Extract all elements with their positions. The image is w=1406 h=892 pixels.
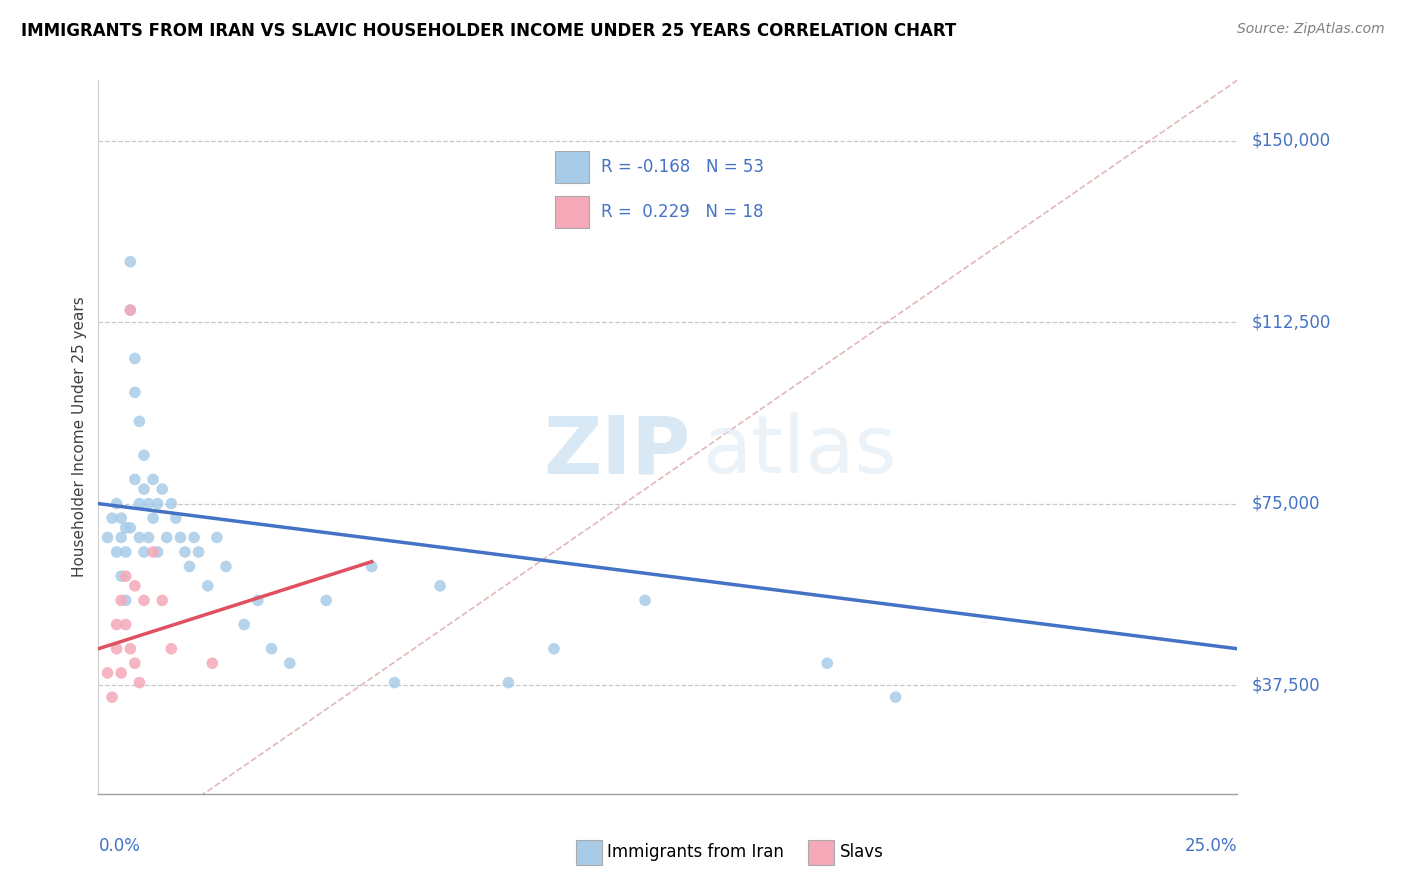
Text: Immigrants from Iran: Immigrants from Iran: [607, 843, 785, 861]
Point: [146, 545, 169, 559]
Point: [160, 641, 183, 656]
Point: [246, 593, 269, 607]
FancyBboxPatch shape: [555, 196, 589, 228]
Point: [233, 617, 256, 632]
Point: [150, 593, 173, 607]
FancyBboxPatch shape: [555, 151, 589, 183]
Point: [128, 675, 150, 690]
Text: $75,000: $75,000: [1251, 494, 1320, 513]
Point: [142, 545, 165, 559]
Point: [114, 545, 136, 559]
Point: [174, 545, 197, 559]
Point: [187, 545, 209, 559]
Point: [205, 531, 228, 545]
Point: [110, 569, 132, 583]
Point: [120, 303, 142, 318]
Point: [156, 531, 179, 545]
Point: [105, 497, 128, 511]
Point: [142, 472, 165, 486]
Text: atlas: atlas: [702, 412, 897, 491]
Point: [150, 482, 173, 496]
Point: [114, 569, 136, 583]
Text: $112,500: $112,500: [1251, 313, 1330, 331]
Point: [124, 472, 146, 486]
Point: [138, 497, 160, 511]
Point: [179, 559, 201, 574]
Text: 0.0%: 0.0%: [98, 837, 141, 855]
Point: [124, 351, 146, 366]
Point: [114, 593, 136, 607]
Point: [101, 690, 124, 705]
Point: [634, 593, 657, 607]
Point: [114, 521, 136, 535]
Point: [120, 303, 142, 318]
Text: $37,500: $37,500: [1251, 676, 1320, 694]
Text: 25.0%: 25.0%: [1185, 837, 1237, 855]
Text: R = -0.168   N = 53: R = -0.168 N = 53: [602, 158, 763, 176]
Point: [128, 414, 150, 428]
Point: [110, 511, 132, 525]
Text: Slavs: Slavs: [839, 843, 883, 861]
Point: [120, 641, 142, 656]
Point: [114, 617, 136, 632]
Text: ZIP: ZIP: [543, 412, 690, 491]
Point: [128, 531, 150, 545]
Point: [120, 521, 142, 535]
Point: [128, 497, 150, 511]
Point: [105, 617, 128, 632]
Point: [138, 531, 160, 545]
Point: [201, 657, 224, 671]
Point: [498, 675, 520, 690]
Point: [360, 559, 382, 574]
Y-axis label: Householder Income Under 25 years: Householder Income Under 25 years: [72, 297, 87, 577]
Text: R =  0.229   N = 18: R = 0.229 N = 18: [602, 202, 763, 220]
Point: [169, 531, 191, 545]
Point: [815, 657, 838, 671]
Point: [278, 657, 301, 671]
Point: [160, 497, 183, 511]
Text: IMMIGRANTS FROM IRAN VS SLAVIC HOUSEHOLDER INCOME UNDER 25 YEARS CORRELATION CHA: IMMIGRANTS FROM IRAN VS SLAVIC HOUSEHOLD…: [21, 22, 956, 40]
Point: [105, 545, 128, 559]
Point: [124, 657, 146, 671]
Point: [260, 641, 283, 656]
Point: [429, 579, 451, 593]
Point: [101, 511, 124, 525]
Point: [110, 593, 132, 607]
Point: [132, 448, 155, 462]
Point: [110, 531, 132, 545]
Point: [146, 497, 169, 511]
Text: Source: ZipAtlas.com: Source: ZipAtlas.com: [1237, 22, 1385, 37]
Text: $150,000: $150,000: [1251, 132, 1330, 150]
Point: [215, 559, 238, 574]
Point: [110, 665, 132, 680]
Point: [124, 385, 146, 400]
Point: [543, 641, 565, 656]
Point: [384, 675, 406, 690]
Point: [105, 641, 128, 656]
Point: [165, 511, 187, 525]
Point: [197, 579, 219, 593]
Point: [315, 593, 337, 607]
Point: [132, 482, 155, 496]
Point: [142, 511, 165, 525]
Point: [884, 690, 907, 705]
Point: [132, 545, 155, 559]
Point: [96, 665, 118, 680]
Point: [124, 579, 146, 593]
Point: [120, 254, 142, 268]
Point: [96, 531, 118, 545]
Point: [132, 593, 155, 607]
Point: [183, 531, 205, 545]
